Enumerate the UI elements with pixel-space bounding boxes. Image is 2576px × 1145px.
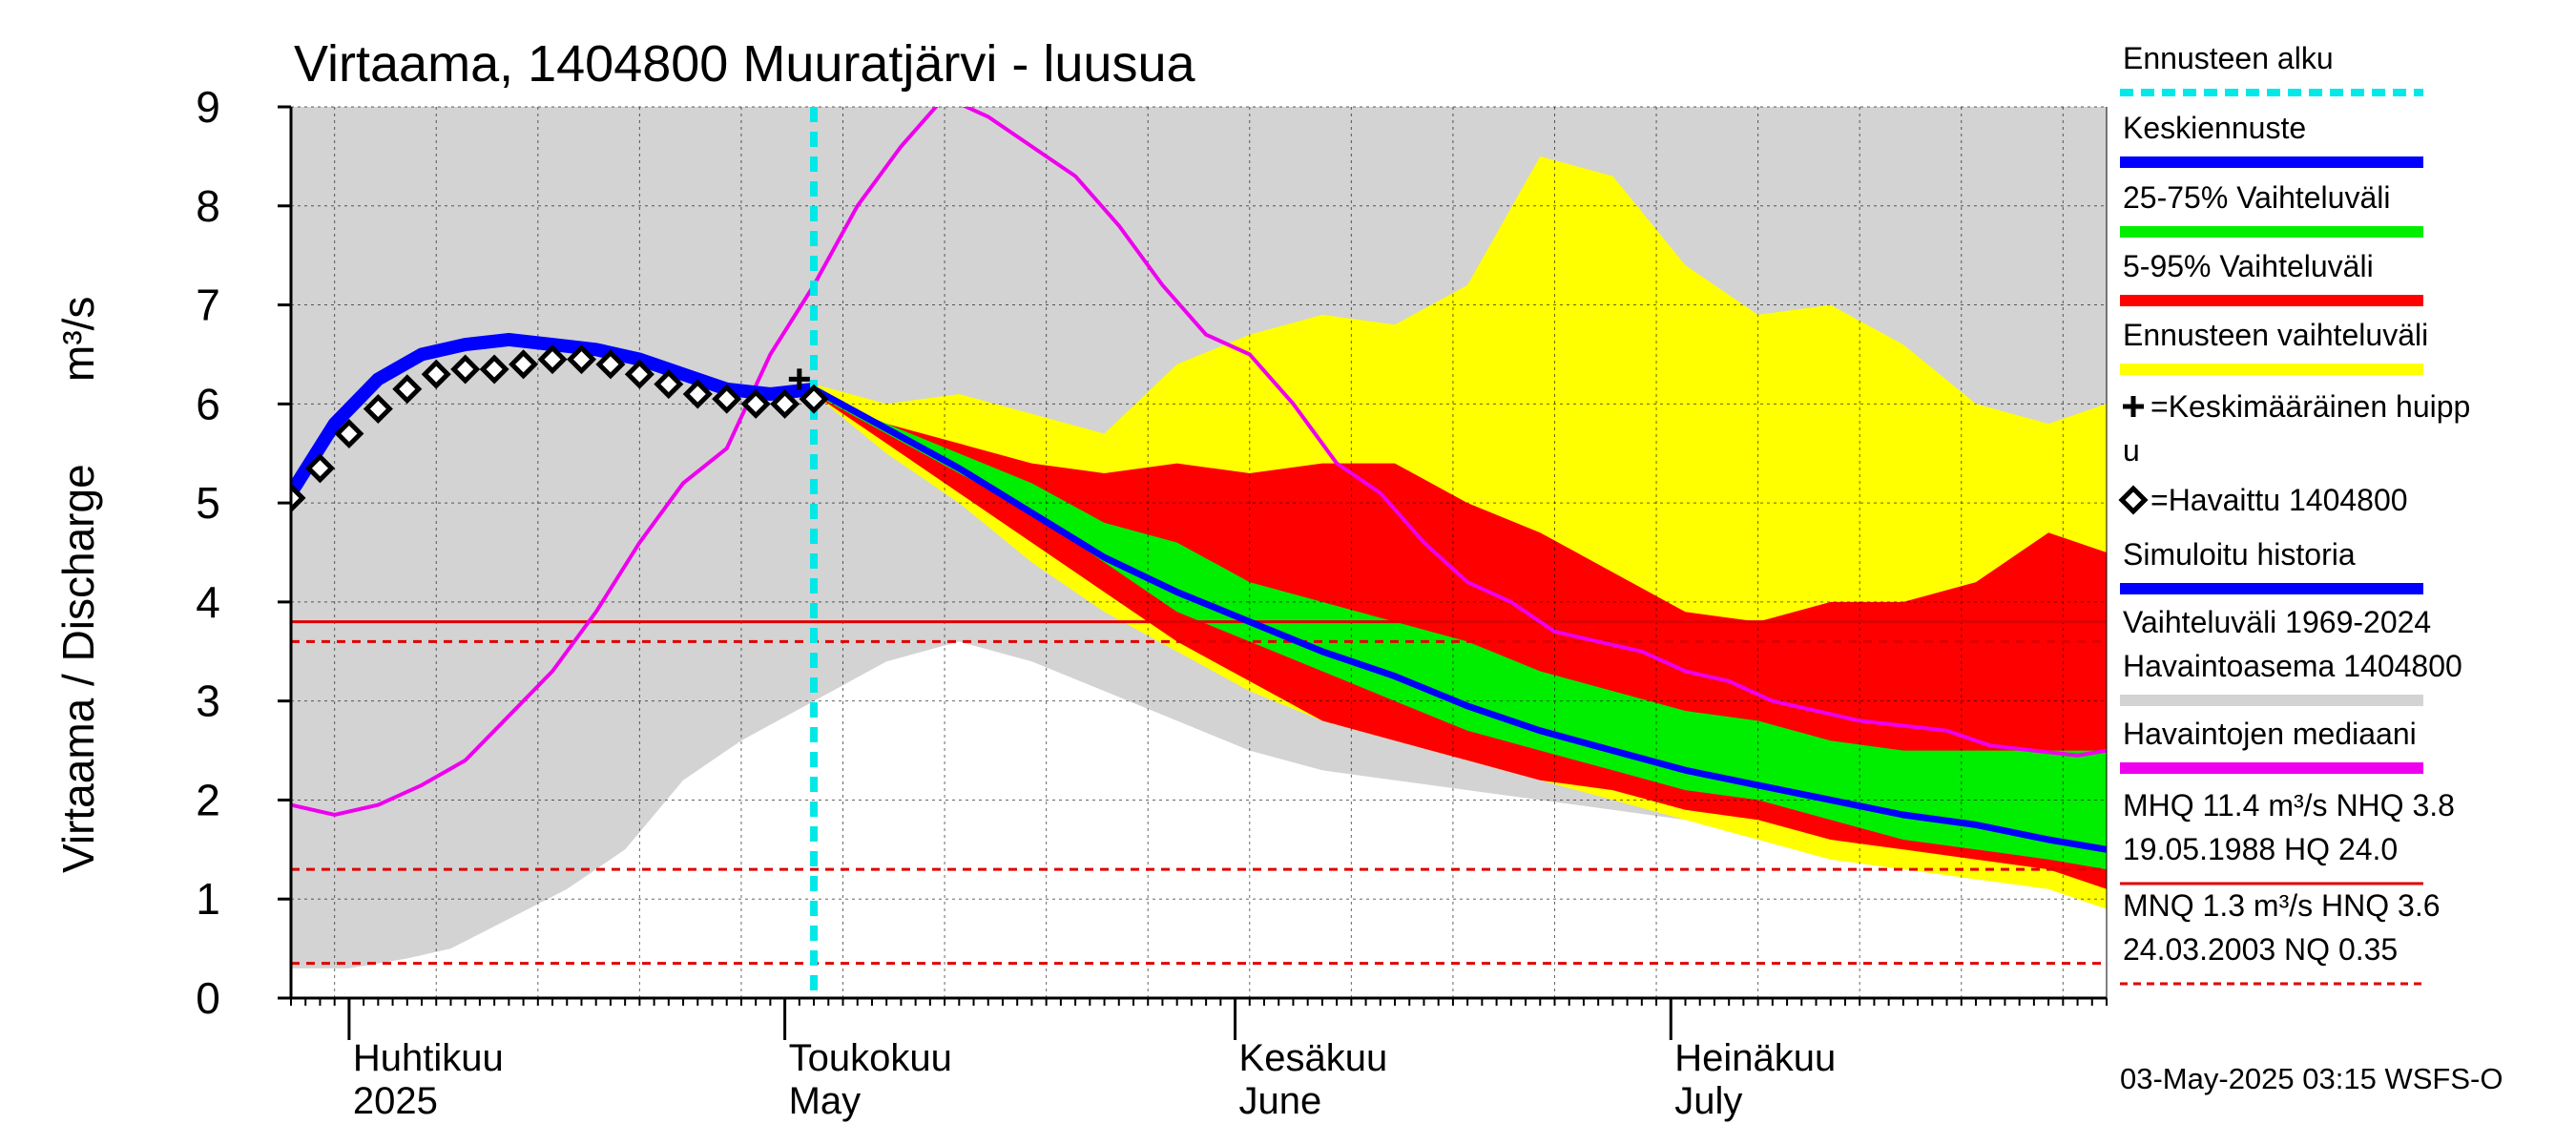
legend-label: 5-95% Vaihteluväli — [2123, 249, 2374, 283]
x-month-label-en: May — [789, 1080, 862, 1122]
legend-label: Keskiennuste — [2123, 111, 2306, 145]
legend-label-2: u — [2123, 433, 2140, 468]
x-month-label-fi: Huhtikuu — [353, 1037, 504, 1079]
legend-label: Ennusteen alku — [2123, 41, 2334, 75]
y-tick-label: 2 — [196, 775, 220, 824]
legend-label: Simuloitu historia — [2123, 537, 2356, 572]
y-tick-label: 4 — [196, 577, 220, 627]
observed-point — [363, 393, 393, 425]
legend-plus-icon — [2123, 396, 2144, 417]
y-tick-label: 1 — [196, 874, 220, 924]
observed-point — [421, 359, 451, 389]
legend-label: =Havaittu 1404800 — [2150, 483, 2408, 517]
legend-label: Vaihteluväli 1969-2024 — [2123, 605, 2431, 639]
x-month-label-fi: Kesäkuu — [1239, 1037, 1388, 1079]
y-axis-label: Virtaama / Discharge — [53, 464, 103, 873]
legend-label: 25-75% Vaihteluväli — [2123, 180, 2390, 215]
legend-label-2: 19.05.1988 HQ 24.0 — [2123, 832, 2398, 866]
band-3 — [814, 394, 2107, 870]
observed-point — [509, 349, 539, 380]
observed-point — [682, 379, 713, 409]
median-line — [291, 107, 2107, 818]
y-tick-label: 0 — [196, 973, 220, 1023]
x-month-label-en: June — [1239, 1080, 1322, 1122]
mean-peak-marker — [788, 368, 810, 390]
y-tick-label: 7 — [196, 281, 220, 330]
observed-point — [566, 344, 597, 375]
observed-point — [595, 349, 626, 380]
chart-title: Virtaama, 1404800 Muuratjärvi - luusua — [294, 35, 1195, 93]
observed-point — [770, 388, 800, 419]
observed-point — [479, 354, 509, 385]
y-tick-label: 9 — [196, 82, 220, 132]
x-month-label-fi: Heinäkuu — [1674, 1037, 1836, 1079]
x-month-label-fi: Toukokuu — [789, 1037, 952, 1079]
y-axis-unit: m³/s — [53, 297, 103, 382]
x-month-label-en: 2025 — [353, 1080, 438, 1122]
legend-label: MNQ 1.3 m³/s HNQ 3.6 — [2123, 888, 2441, 923]
footer-timestamp: 03-May-2025 03:15 WSFS-O — [2120, 1062, 2503, 1095]
observed-point — [740, 388, 771, 419]
observed-point — [654, 369, 684, 400]
y-tick-label: 5 — [196, 478, 220, 528]
legend-label-2: 24.03.2003 NQ 0.35 — [2123, 932, 2398, 967]
observed-point — [450, 354, 481, 385]
observed-point — [304, 453, 335, 484]
observed-point — [537, 344, 568, 375]
x-month-label-en: July — [1674, 1080, 1742, 1122]
observed-point — [291, 483, 306, 513]
observed-point — [392, 374, 423, 405]
legend-label: Ennusteen vaihteluväli — [2123, 318, 2428, 352]
y-tick-label: 6 — [196, 379, 220, 428]
observed-point — [712, 384, 742, 414]
legend-label: Havaintojen mediaani — [2123, 717, 2417, 751]
legend-label: =Keskimääräinen huipp — [2150, 389, 2470, 424]
observed-point — [799, 384, 829, 414]
legend-label: MHQ 11.4 m³/s NHQ 3.8 — [2123, 788, 2455, 822]
observed-point — [624, 359, 654, 389]
y-tick-label: 3 — [196, 677, 220, 726]
legend-diamond-icon — [2118, 485, 2149, 515]
mean-forecast-line — [812, 385, 2107, 853]
legend-label-2: Havaintoasema 1404800 — [2123, 649, 2462, 683]
observed-point — [334, 418, 364, 449]
y-tick-label: 8 — [196, 181, 220, 231]
